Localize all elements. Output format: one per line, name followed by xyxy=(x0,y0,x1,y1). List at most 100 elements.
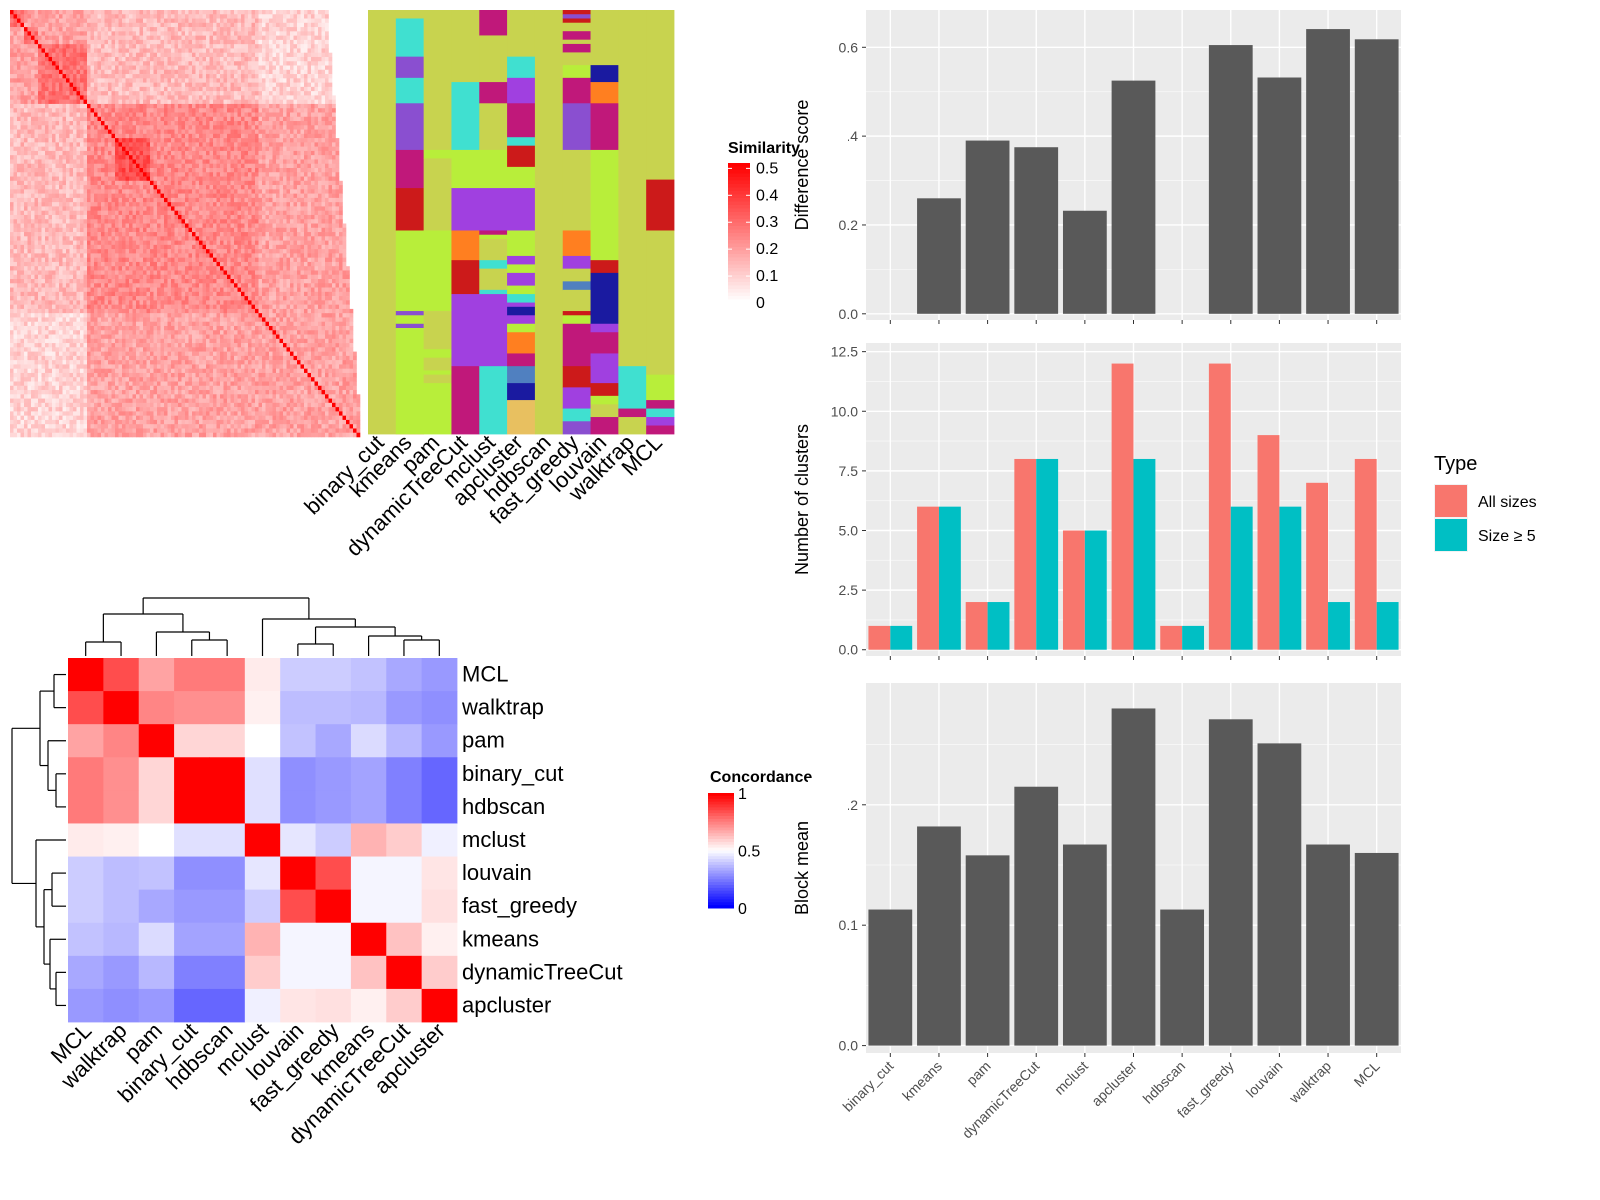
similarity-cell xyxy=(118,44,123,49)
similarity-cell xyxy=(325,65,329,71)
similarity-cell xyxy=(17,185,21,190)
similarity-cell xyxy=(251,202,256,207)
similarity-cell xyxy=(171,22,175,28)
similarity-cell xyxy=(62,125,67,130)
similarity-cell xyxy=(297,202,301,207)
similarity-cell xyxy=(339,180,343,186)
similarity-cell xyxy=(10,125,14,130)
similarity-cell xyxy=(13,69,18,75)
similarity-cell xyxy=(108,82,112,88)
similarity-cell xyxy=(314,142,319,147)
similarity-cell xyxy=(300,112,305,118)
similarity-cell xyxy=(125,31,130,36)
similarity-cell xyxy=(206,129,210,135)
similarity-cell xyxy=(272,112,277,118)
similarity-cell xyxy=(269,103,273,109)
similarity-cell xyxy=(17,116,21,122)
similarity-cell xyxy=(244,112,249,118)
similarity-cell xyxy=(52,180,56,186)
similarity-cell xyxy=(311,10,315,15)
similarity-cell xyxy=(125,197,130,203)
similarity-cell xyxy=(52,133,56,139)
similarity-cell xyxy=(293,27,298,32)
similarity-cell xyxy=(101,146,105,152)
similarity-cell xyxy=(83,176,88,182)
similarity-cell xyxy=(111,167,116,173)
similarity-cell xyxy=(332,214,336,220)
similarity-cell xyxy=(48,31,53,36)
similarity-cell xyxy=(209,232,214,237)
similarity-cell xyxy=(38,39,42,45)
similarity-cell xyxy=(24,142,28,147)
similarity-cell xyxy=(276,14,280,19)
similarity-cell xyxy=(262,129,266,135)
similarity-cell xyxy=(286,125,291,130)
similarity-cell xyxy=(237,74,242,79)
similarity-cell xyxy=(10,39,14,45)
similarity-cell xyxy=(248,35,252,41)
similarity-cell xyxy=(325,78,329,83)
similarity-cell xyxy=(192,108,196,113)
similarity-cell xyxy=(122,223,126,229)
similarity-cell xyxy=(272,121,277,126)
similarity-cell xyxy=(244,22,249,28)
similarity-cell xyxy=(164,206,168,211)
similarity-cell xyxy=(52,61,56,66)
similarity-cell xyxy=(248,150,252,156)
similarity-cell xyxy=(234,193,238,199)
similarity-cell xyxy=(227,31,231,36)
similarity-cell xyxy=(185,95,189,100)
similarity-cell xyxy=(325,116,329,122)
similarity-cell xyxy=(41,48,46,53)
similarity-cell xyxy=(251,146,256,152)
similarity-cell xyxy=(20,133,25,139)
similarity-cell xyxy=(230,125,235,130)
similarity-cell xyxy=(153,142,158,147)
similarity-cell xyxy=(251,74,256,79)
similarity-cell xyxy=(244,232,249,237)
similarity-cell xyxy=(83,236,88,241)
similarity-cell xyxy=(269,172,273,177)
similarity-cell xyxy=(132,163,137,169)
similarity-cell xyxy=(283,86,287,92)
similarity-cell xyxy=(83,14,88,19)
similarity-cell xyxy=(73,108,77,113)
similarity-cell xyxy=(31,82,35,88)
similarity-cell xyxy=(83,121,88,126)
similarity-cell xyxy=(167,121,172,126)
similarity-cell xyxy=(258,227,263,233)
similarity-cell xyxy=(55,138,60,143)
similarity-cell xyxy=(328,103,333,109)
similarity-cell xyxy=(45,31,49,36)
similarity-cell xyxy=(164,39,168,45)
similarity-cell xyxy=(220,167,224,173)
similarity-cell xyxy=(66,227,70,233)
similarity-cell xyxy=(237,197,242,203)
similarity-cell xyxy=(17,142,21,147)
similarity-cell xyxy=(300,48,305,53)
similarity-cell xyxy=(17,52,21,58)
similarity-cell xyxy=(48,91,53,96)
similarity-cell xyxy=(202,163,207,169)
similarity-cell xyxy=(136,189,140,194)
similarity-cell xyxy=(216,44,221,49)
similarity-cell xyxy=(118,210,123,216)
similarity-cell xyxy=(34,206,39,211)
similarity-cell xyxy=(185,232,189,237)
similarity-cell xyxy=(328,214,333,220)
similarity-cell xyxy=(97,125,102,130)
similarity-cell xyxy=(80,185,84,190)
similarity-cell xyxy=(171,185,175,190)
similarity-cell xyxy=(111,155,116,160)
similarity-cell xyxy=(80,163,84,169)
similarity-cell xyxy=(132,202,137,207)
similarity-cell xyxy=(34,121,39,126)
similarity-cell xyxy=(265,125,270,130)
similarity-cell xyxy=(293,10,298,15)
similarity-cell xyxy=(220,133,224,139)
similarity-cell xyxy=(24,155,28,160)
similarity-cell xyxy=(241,232,245,237)
similarity-cell xyxy=(69,129,74,135)
similarity-cell xyxy=(38,206,42,211)
similarity-cell xyxy=(13,99,18,105)
